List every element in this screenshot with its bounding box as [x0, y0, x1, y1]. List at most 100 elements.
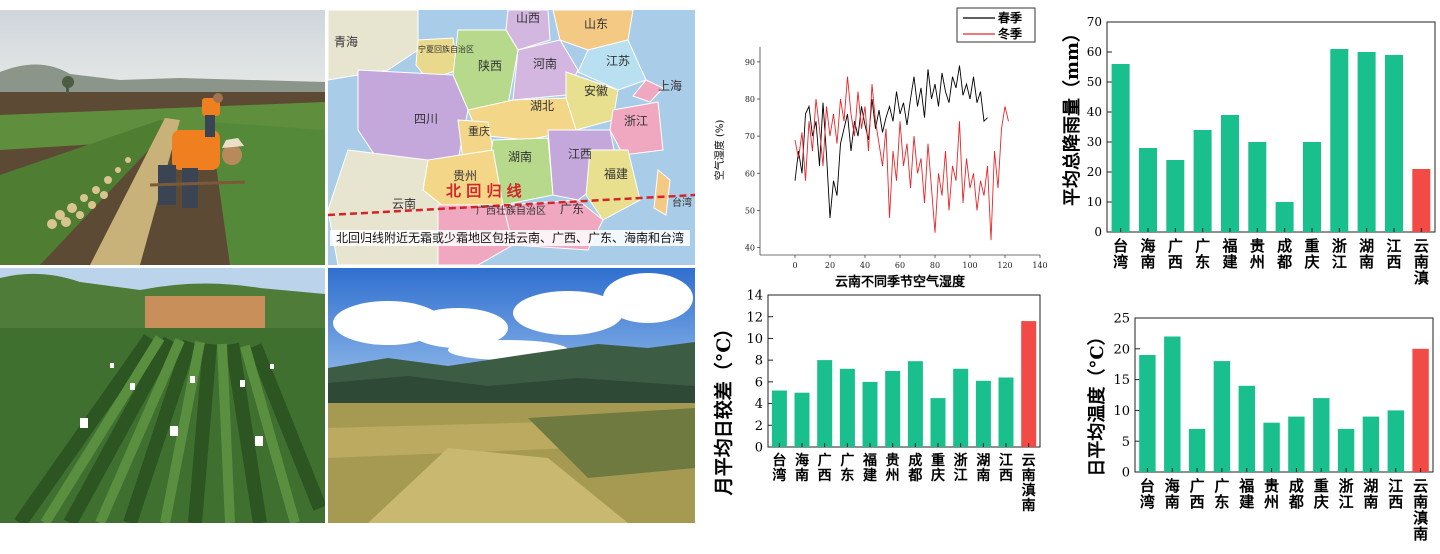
temp-bar — [1313, 398, 1330, 472]
diurnal-category-label: 广东 — [840, 452, 854, 484]
rain-category-label: 广西 — [1168, 237, 1183, 271]
valley-landscape-image — [328, 268, 695, 523]
rain-bar — [1275, 202, 1294, 232]
label-henan: 河南 — [533, 56, 557, 71]
rain-ytick-label: 30 — [1087, 135, 1102, 149]
temp-bar — [1263, 422, 1280, 472]
diurnal-category-label: 成都 — [907, 452, 922, 484]
rain-bar — [1193, 130, 1212, 232]
label-shanxi: 山西 — [516, 11, 540, 25]
temp-category-label: 福建 — [1238, 477, 1255, 511]
rain-ytick-label: 70 — [1087, 15, 1102, 29]
temp-ytick-label: 10 — [1113, 404, 1130, 419]
province-taiwan — [653, 169, 671, 216]
diurnal-bar — [862, 381, 878, 447]
humidity-axes: 0 20 40 60 80 100 120 140 40 50 60 70 80 90 — [745, 47, 1048, 270]
diurnal-bar — [1021, 321, 1037, 447]
rain-category-label: 重庆 — [1304, 237, 1319, 271]
label-guangxi: 广西壮族自治区 — [476, 204, 546, 217]
humidity-ytick-label: 40 — [745, 244, 755, 253]
province-shanghai — [632, 79, 664, 103]
humidity-series-spring-line — [794, 65, 988, 218]
rain-ytick-label: 20 — [1087, 165, 1102, 179]
humidity-xtick-label: 60 — [895, 261, 905, 270]
diurnal-ylabel: 月平均日较差（°C） — [712, 319, 735, 497]
diurnal-category-label: 福建 — [862, 452, 877, 484]
province-anhui — [565, 71, 619, 131]
diurnal-range-bar-chart: 月平均日较差（°C） 0 2 4 6 8 10 12 14 台湾海南广西广东福建贵州成都重庆浙江… — [712, 289, 1041, 514]
rainfall-ylabel: 平均总降雨量（mm） — [1061, 24, 1083, 206]
diurnal-ytick-label: 10 — [746, 332, 763, 347]
temp-bar — [1164, 336, 1181, 472]
temp-ytick-label: 0 — [1122, 466, 1130, 481]
potato-harvest-image — [0, 10, 325, 265]
diurnal-bar — [930, 398, 946, 447]
humidity-xtick-label: 100 — [962, 261, 977, 270]
label-ningxia: 宁夏回族自治区 — [418, 44, 474, 54]
rain-bar — [1385, 55, 1403, 232]
rain-ytick-label: 0 — [1094, 225, 1102, 239]
rain-category-label: 海南 — [1140, 237, 1155, 271]
label-jiangxi: 江西 — [568, 147, 592, 161]
diurnal-bar — [907, 361, 923, 447]
legend-winter-label: 冬季 — [998, 26, 1023, 41]
humidity-xtick-label: 20 — [825, 261, 835, 270]
province-fujian — [585, 149, 641, 221]
map-caption: 北回归线附近无霜或少霜地区包括云南、广西、广东、海南和台湾 — [330, 230, 690, 246]
label-anhui: 安徽 — [584, 83, 608, 98]
humidity-series-winter-line — [794, 76, 1009, 241]
humidity-ytick-label: 70 — [745, 132, 755, 141]
temp-category-label: 广东 — [1214, 477, 1229, 511]
temp-category-label: 浙江 — [1339, 477, 1354, 511]
diurnal-category-label: 广西 — [818, 452, 832, 484]
legend-spring-label: 春季 — [997, 10, 1023, 25]
temp-category-label: 江西 — [1388, 477, 1403, 511]
temp-ytick-label: 15 — [1113, 373, 1130, 388]
diurnal-bar — [885, 371, 901, 447]
humidity-xtick-label: 80 — [930, 261, 940, 270]
rain-bar — [1166, 160, 1185, 232]
diurnal-bar — [817, 360, 833, 447]
label-sichuan: 四川 — [414, 112, 438, 126]
label-chongqing: 重庆 — [468, 124, 490, 138]
temp-ytick-label: 20 — [1113, 342, 1130, 357]
diurnal-category-label: 浙江 — [954, 452, 968, 484]
temp-bar — [1288, 416, 1305, 472]
temp-category-label: 重庆 — [1314, 477, 1329, 511]
rain-category-label: 贵州 — [1249, 237, 1265, 271]
diurnal-category-label: 贵州 — [885, 452, 900, 484]
rain-bar — [1248, 142, 1267, 232]
rain-ytick-label: 50 — [1087, 75, 1102, 89]
photo-valley-landscape — [328, 268, 695, 523]
province-jiangsu — [577, 39, 647, 91]
temp-ytick-label: 25 — [1113, 312, 1130, 327]
humidity-ytick-label: 80 — [745, 95, 755, 104]
map-panel: 北 回 归 线 山西 山东 青海 宁夏回族自治区 陕西 河南 江苏 上海 安徽 … — [328, 10, 695, 265]
rain-category-label: 江西 — [1386, 237, 1401, 271]
diurnal-ytick-label: 6 — [755, 375, 763, 390]
label-shaanxi: 陕西 — [478, 58, 502, 73]
rain-bar — [1111, 64, 1130, 232]
temp-category-label: 海南 — [1165, 477, 1180, 511]
diurnal-frame — [767, 294, 1041, 448]
label-taiwan: 台湾 — [672, 196, 692, 209]
temp-bar — [1188, 428, 1206, 472]
diurnal-category-label: 重庆 — [931, 452, 945, 484]
temp-bar — [1213, 361, 1231, 472]
label-guangdong: 广东 — [560, 202, 584, 216]
label-qinghai: 青海 — [334, 34, 358, 49]
temp-bar — [1387, 410, 1404, 472]
humidity-ylabel: 空气湿度 (%) — [713, 120, 726, 181]
rain-category-label: 浙江 — [1332, 237, 1347, 271]
label-hubei: 湖北 — [530, 98, 554, 113]
humidity-ytick-label: 50 — [745, 206, 755, 215]
rain-category-label: 福建 — [1221, 237, 1238, 271]
humidity-legend: 春季 冬季 — [956, 7, 1036, 43]
province-zhejiang — [609, 101, 664, 156]
diurnal-ytick-label: 12 — [746, 310, 763, 325]
label-jiangsu: 江苏 — [606, 54, 630, 68]
temp-bar — [1139, 355, 1156, 472]
label-zhejiang: 浙江 — [624, 114, 648, 128]
rain-bar — [1357, 52, 1376, 232]
daily-temperature-bar-chart: 日平均温度（°C） 0 5 10 15 20 25 台湾海南广西广东福建贵州成都重庆浙江湖南… — [1086, 312, 1434, 543]
